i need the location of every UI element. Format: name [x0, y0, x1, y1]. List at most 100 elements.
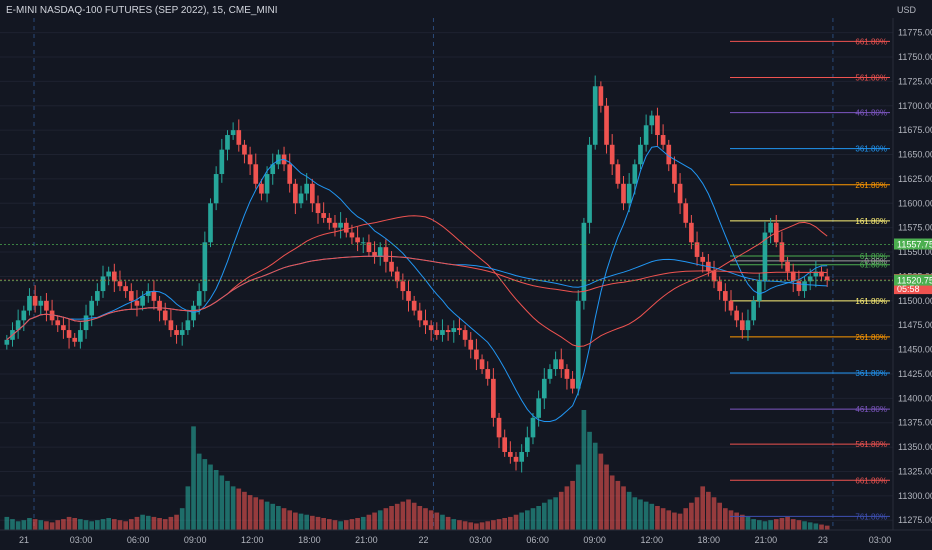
candle-body — [807, 276, 813, 282]
volume-bar — [564, 486, 570, 530]
price-tick-label: 11725.00 — [898, 76, 932, 86]
volume-bar — [417, 506, 423, 530]
chart-title: E-MINI NASDAQ-100 FUTURES (SEP 2022), 15… — [6, 5, 278, 16]
candle-body — [581, 222, 587, 301]
time-tick-label: 09:00 — [583, 535, 606, 545]
volume-bar — [570, 480, 575, 530]
candle-body — [100, 276, 106, 292]
candle-body — [134, 300, 140, 306]
time-tick-label: 12:00 — [640, 535, 663, 545]
candle-body — [304, 183, 310, 194]
volume-bar — [824, 525, 830, 530]
volume-bar — [202, 459, 208, 530]
time-tick-label: 03:00 — [469, 535, 492, 545]
volume-bar — [298, 513, 304, 530]
volume-bar — [315, 516, 321, 530]
candle-body — [768, 222, 773, 233]
volume-bar — [445, 516, 451, 530]
volume-bar — [253, 497, 259, 530]
time-tick-label: 06:00 — [127, 535, 150, 545]
volume-bar — [157, 518, 162, 530]
candle-body — [677, 183, 683, 204]
volume-bar — [683, 508, 689, 530]
volume-bar — [677, 513, 683, 530]
volume-bar — [723, 508, 728, 530]
candle-body — [541, 378, 547, 399]
price-tick-label: 11275.00 — [898, 515, 932, 525]
volume-bar — [768, 520, 773, 530]
volume-bar — [790, 519, 796, 530]
volume-bar — [598, 453, 604, 530]
volume-bar — [530, 508, 536, 530]
candle-body — [78, 330, 83, 342]
volume-bar — [383, 508, 389, 530]
candle-body — [321, 213, 326, 218]
fib-extension-levels: 661.80% 561.80% 461.80% 361.80% 261.80% 161.8… — [730, 37, 890, 521]
price-badge-label: 11557.75 — [897, 239, 932, 249]
candle-body — [796, 281, 802, 292]
volume-bar — [230, 486, 236, 530]
moving-average-line — [6, 145, 828, 422]
candle-body — [428, 325, 434, 331]
candle-body — [225, 135, 230, 150]
volume-bar — [626, 491, 632, 530]
volume-bar — [541, 502, 547, 530]
time-tick-label: 23 — [818, 535, 828, 545]
candle-body — [649, 115, 655, 126]
volume-bar — [581, 410, 587, 530]
volume-bar — [168, 516, 174, 530]
candle-body — [717, 281, 723, 292]
candle-body — [355, 237, 360, 243]
candle-body — [21, 310, 27, 321]
volume-bar — [145, 515, 151, 530]
volume-bar — [536, 506, 541, 530]
candle-body — [360, 242, 366, 244]
volume-bar — [728, 510, 734, 530]
volume-bar — [479, 522, 485, 530]
volume-bar — [524, 510, 530, 530]
volume-bar — [609, 475, 615, 530]
volume-bar — [377, 510, 383, 530]
fib-level-label: 61.80% — [860, 261, 887, 270]
candle-body — [496, 417, 502, 438]
volume-bar — [338, 521, 343, 530]
price-tick-label: 11700.00 — [898, 101, 932, 111]
volume-bar — [496, 519, 502, 530]
volume-bar — [44, 521, 49, 530]
candle-body — [519, 451, 524, 462]
volume-bar — [78, 519, 83, 530]
volume-bar — [689, 502, 694, 530]
fib-level-label: 461.80% — [855, 109, 887, 118]
volume-bar — [225, 480, 230, 530]
candle-body — [632, 164, 638, 184]
volume-bar — [219, 475, 225, 530]
volume-bar — [451, 519, 457, 530]
volume-bar — [49, 522, 55, 530]
price-tick-label: 11450.00 — [898, 345, 932, 355]
volume-bar — [106, 518, 111, 530]
price-tick-label: 11350.00 — [898, 442, 932, 452]
time-axis[interactable]: 21 03:00 06:00 09:00 12:00 18:00 21:00 22 03:00 0… — [0, 529, 932, 545]
candle-body — [315, 203, 321, 214]
candle-body — [157, 300, 162, 311]
candles[interactable] — [4, 75, 830, 473]
candle-body — [587, 144, 592, 223]
price-tick-label: 11550.00 — [898, 247, 932, 257]
volume-bar — [802, 521, 807, 530]
candle-body — [213, 174, 219, 204]
volume-bar — [242, 491, 247, 530]
volume-bar — [264, 501, 270, 530]
candle-body — [491, 378, 496, 418]
price-axis[interactable]: 11275.00 11300.00 11325.00 11350.00 11375.00… — [892, 18, 932, 530]
candle-body — [66, 330, 72, 338]
volume-bars — [4, 410, 830, 530]
volume-bar — [615, 480, 621, 530]
volume-bar — [751, 519, 756, 530]
volume-bar — [83, 520, 89, 530]
volume-bar — [208, 464, 213, 530]
candle-body — [32, 295, 38, 306]
fib-level-label: 61.80% — [860, 252, 887, 261]
volume-bar — [21, 520, 27, 530]
price-tick-label: 11675.00 — [898, 125, 932, 135]
